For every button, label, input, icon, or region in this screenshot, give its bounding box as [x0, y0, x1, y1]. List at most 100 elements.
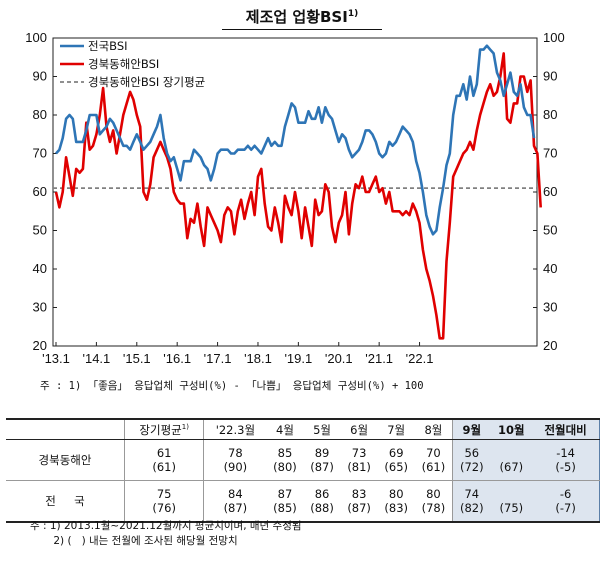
table-cell: 89 (87) [303, 439, 341, 481]
y-tick-label-right: 70 [543, 146, 557, 161]
x-tick-label: '15.1 [123, 351, 151, 366]
cell-forecast: (90) [223, 460, 248, 474]
header-cell-highlight: 전월대비 [532, 418, 601, 440]
y-tick-label-right: 30 [543, 300, 557, 315]
x-tick-label: '13.1 [42, 351, 70, 366]
legend-label: 전국BSI [88, 39, 128, 53]
cell-forecast: (75) [499, 501, 524, 515]
y-tick-label-left: 60 [33, 184, 47, 199]
page-title: 제조업 업황BSI1) [0, 6, 604, 30]
cell-value: 69 [388, 446, 404, 460]
legend-label: 경북동해안BSI [88, 57, 159, 71]
cell-forecast: (-7) [555, 501, 576, 515]
cell-value [490, 446, 532, 460]
x-tick-label: '14.1 [82, 351, 110, 366]
table-cell: 87 (85) [266, 480, 304, 523]
cell-forecast: (72) [459, 460, 484, 474]
y-tick-label-left: 50 [33, 223, 47, 238]
y-tick-label-left: 30 [33, 300, 47, 315]
bsi-table: 장기평균1) '22.3월 4월 5월 6월 7월 8월 9월 10월 전월대비… [6, 418, 601, 523]
cell-value: 89 [314, 446, 330, 460]
cell-forecast: (88) [310, 501, 334, 515]
x-tick-label: '19.1 [284, 351, 312, 366]
cell-forecast: (81) [347, 460, 371, 474]
legend-label: 경북동해안BSI 장기평균 [88, 75, 205, 89]
table-cell: -14 (-5) [532, 439, 601, 481]
cell-value: 83 [351, 487, 367, 501]
table-row: 경북동해안 61 (61) 78 (90) 85 (80) 89 (87) 73 (81) 69 (65… [6, 439, 601, 481]
cell-value: 80 [388, 487, 404, 501]
y-tick-label-left: 70 [33, 146, 47, 161]
table-cell: (75) [490, 480, 533, 523]
cell-forecast: (61) [152, 460, 176, 474]
row-label: 경북동해안 [6, 439, 125, 481]
cell-forecast: (78) [421, 501, 446, 515]
footnote-1: 주 : 1) 2013.1월~2021.12월까지 평균치이며, 매년 수정됨 [30, 520, 302, 532]
table-cell: 86 (88) [303, 480, 341, 523]
table-cell: 69 (65) [377, 439, 415, 481]
y-tick-label-right: 60 [543, 184, 557, 199]
header-cell: 5월 [303, 418, 341, 440]
y-tick-label-right: 50 [543, 223, 557, 238]
cell-forecast: (87) [347, 501, 371, 515]
table-header-row: 장기평균1) '22.3월 4월 5월 6월 7월 8월 9월 10월 전월대비 [6, 418, 601, 440]
table-cell: 85 (80) [266, 439, 304, 481]
cell-forecast: (85) [273, 501, 297, 515]
y-tick-label-right: 100 [543, 30, 565, 45]
chart-footnote: 주 : 1) 「좋음」 응답업체 구성비(%) - 「나쁨」 응답업체 구성비(… [40, 380, 424, 392]
line-chart: 20 20 30 30 40 40 50 50 60 60 70 70 80 80 90 90 100 100 '1… [25, 30, 565, 366]
cell-forecast: (80) [273, 460, 297, 474]
y-tick-label-right: 80 [543, 107, 557, 122]
table-cell: 75 (76) [124, 480, 205, 523]
cell-value: 73 [351, 446, 367, 460]
header-cell: '22.3월 [203, 418, 267, 440]
header-cell: 8월 [414, 418, 454, 440]
x-tick-label: '16.1 [163, 351, 191, 366]
row-label: 전 국 [6, 480, 125, 523]
cell-value [490, 487, 532, 501]
cell-value: 70 [426, 446, 441, 460]
series-national-line [55, 44, 536, 236]
cell-value: -14 [556, 446, 575, 460]
table-cell: 83 (87) [340, 480, 378, 523]
cell-value: 74 [464, 487, 480, 501]
table-cell: 56 (72) [452, 439, 491, 481]
cell-forecast: (82) [459, 501, 484, 515]
table-row: 전 국 75 (76) 84 (87) 87 (85) 86 (88) 83 (87) 80 (83) 8… [6, 480, 601, 523]
header-cell-highlight: 10월 [490, 418, 533, 440]
cell-value: 87 [277, 487, 293, 501]
cell-forecast: (76) [152, 501, 176, 515]
series-gyeongbuk-line [54, 52, 542, 340]
cell-value: -6 [559, 487, 572, 501]
cell-value: 56 [464, 446, 480, 460]
table-cell: 84 (87) [203, 480, 267, 523]
header-cell: 6월 [340, 418, 378, 440]
cell-value: 80 [426, 487, 441, 501]
cell-forecast: (87) [223, 501, 248, 515]
y-tick-label-right: 20 [543, 338, 557, 353]
cell-value: 61 [156, 446, 172, 460]
x-tick-label: '18.1 [244, 351, 272, 366]
table-footnotes: 주 : 1) 2013.1월~2021.12월까지 평균치이며, 매년 수정됨 … [30, 519, 302, 549]
table-cell: 70 (61) [414, 439, 454, 481]
y-tick-label-left: 40 [33, 261, 47, 276]
y-tick-label-left: 100 [25, 30, 47, 45]
cell-forecast: (83) [384, 501, 408, 515]
header-cell-highlight: 9월 [452, 418, 491, 440]
table-cell: 61 (61) [124, 439, 205, 481]
y-tick-label-left: 80 [33, 107, 47, 122]
title-superscript: 1) [347, 9, 359, 19]
y-tick-label-left: 90 [33, 69, 47, 84]
title-underline [222, 29, 382, 30]
cell-value: 85 [277, 446, 293, 460]
header-cell: 장기평균1) [124, 418, 205, 440]
cell-forecast: (67) [499, 460, 524, 474]
cell-value: 75 [156, 487, 172, 501]
table-cell: 78 (90) [203, 439, 267, 481]
header-cell: 4월 [266, 418, 304, 440]
cell-forecast: (-5) [555, 460, 576, 474]
cell-value: 84 [228, 487, 243, 501]
x-tick-label: '22.1 [406, 351, 434, 366]
table-cell: 74 (82) [452, 480, 491, 523]
x-tick-label: '17.1 [204, 351, 232, 366]
